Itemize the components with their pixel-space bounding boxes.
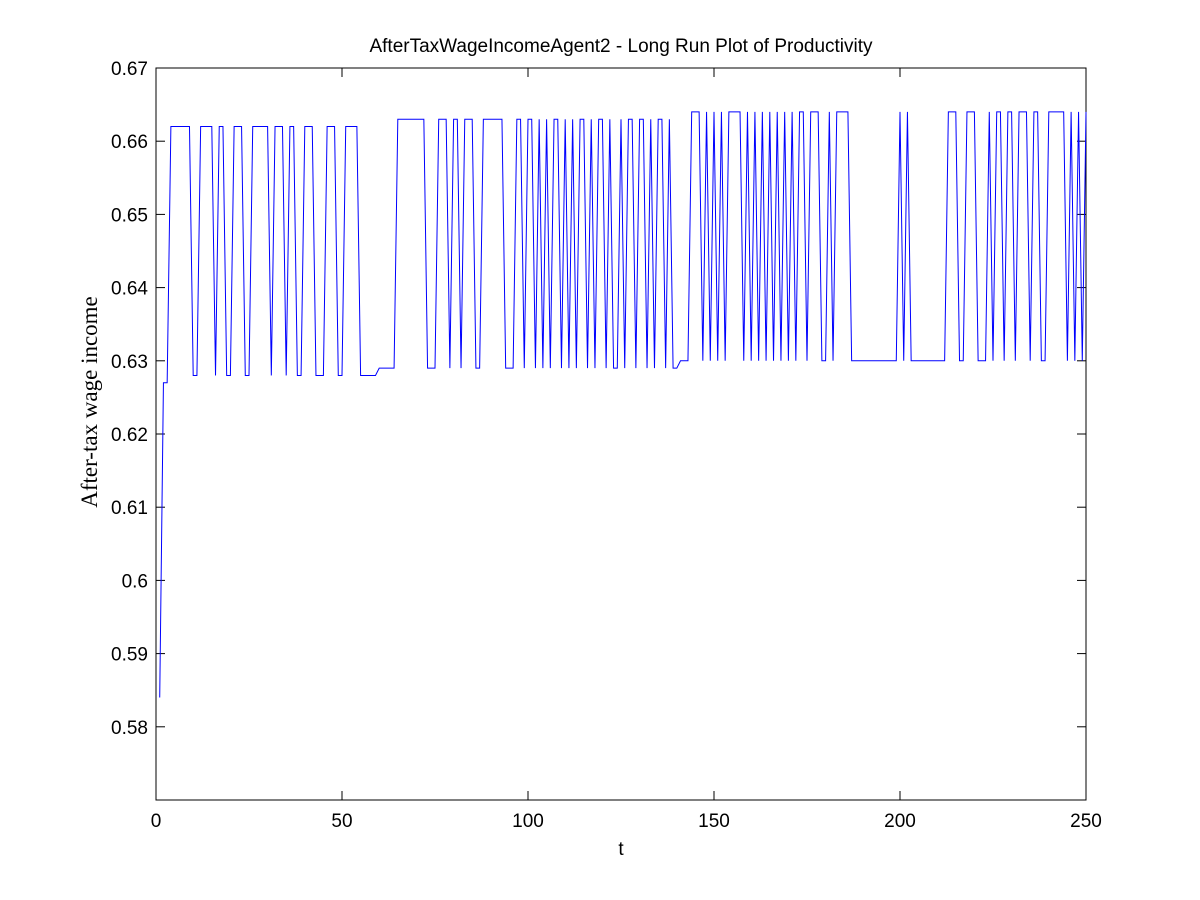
x-tick-label: 100	[512, 811, 544, 832]
y-tick-label: 0.58	[111, 718, 148, 739]
x-tick-label: 200	[884, 811, 916, 832]
y-tick-label: 0.67	[111, 59, 148, 80]
y-tick-label: 0.6	[122, 571, 148, 592]
x-tick-label: 0	[151, 811, 162, 832]
axes	[155, 67, 1087, 801]
x-tick-label: 250	[1070, 811, 1102, 832]
y-axis-label: After-tax wage income	[77, 296, 102, 508]
x-tick-label: 50	[331, 811, 352, 832]
y-tick-label: 0.62	[111, 425, 148, 446]
x-axis-label: t	[618, 839, 624, 860]
y-tick-label: 0.64	[111, 279, 148, 300]
y-tick-label: 0.59	[111, 645, 148, 666]
data-line	[159, 111, 1087, 698]
y-tick-label: 0.65	[111, 205, 148, 226]
y-tick-label: 0.66	[111, 132, 148, 153]
x-tick-label: 150	[698, 811, 730, 832]
y-tick-label: 0.63	[111, 352, 148, 373]
chart-title: AfterTaxWageIncomeAgent2 - Long Run Plot…	[369, 36, 873, 57]
y-tick-label: 0.61	[111, 498, 148, 519]
